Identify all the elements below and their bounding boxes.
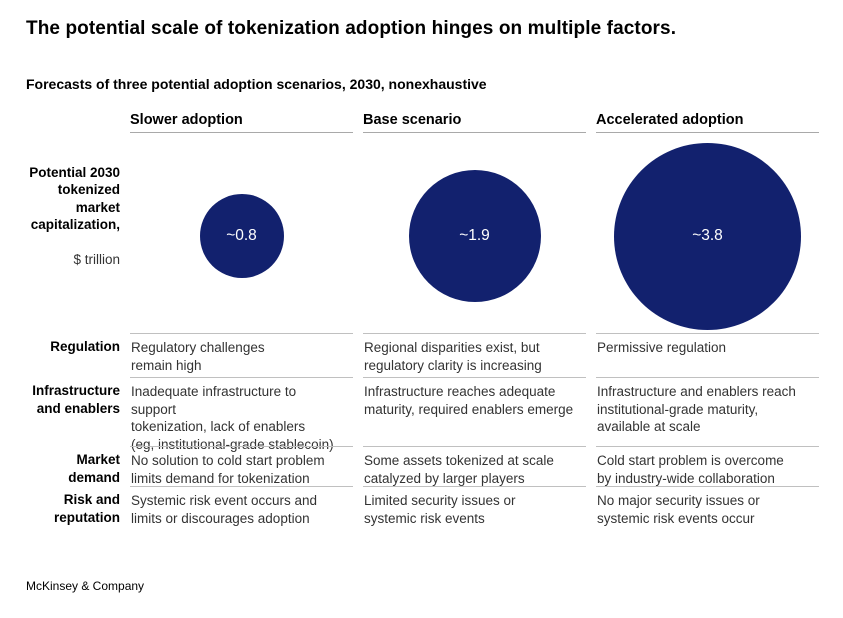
cell-infrastructure-accelerated: Infrastructure and enablers reach instit… xyxy=(596,377,819,446)
column-header-slower-adoption: Slower adoption xyxy=(130,112,353,133)
bubble-row-label: Potential 2030 tokenized market capitali… xyxy=(26,133,120,333)
bubble-base-scenario: ~1.9 xyxy=(408,170,541,302)
row-label-risk-reputation: Risk and reputation xyxy=(54,492,120,525)
cell-market-demand-accelerated: Cold start problem is overcome by indust… xyxy=(596,446,819,486)
cell-infrastructure-base: Infrastructure reaches adequate maturity… xyxy=(363,377,586,446)
bubble-cell-base: ~1.9 xyxy=(363,133,586,333)
cell-regulation-base: Regional disparities exist, but regulato… xyxy=(363,333,586,377)
bubble-accelerated-adoption: ~3.8 xyxy=(614,142,801,330)
cell-market-demand-slower: No solution to cold start problem limits… xyxy=(130,446,353,486)
cell-risk-accelerated: No major security issues or systemic ris… xyxy=(596,486,819,532)
chart-subtitle: Forecasts of three potential adoption sc… xyxy=(26,76,487,92)
bubble-value-base: ~1.9 xyxy=(459,227,490,244)
cell-risk-slower: Systemic risk event occurs and limits or… xyxy=(130,486,353,532)
bubble-cell-slower: ~0.8 xyxy=(130,133,353,333)
bubble-slower-adoption: ~0.8 xyxy=(199,194,284,278)
cell-regulation-slower: Regulatory challenges remain high xyxy=(130,333,353,377)
bubble-cell-accelerated: ~3.8 xyxy=(596,133,819,333)
header-spacer xyxy=(26,111,120,133)
page-title: The potential scale of tokenization adop… xyxy=(26,18,677,39)
row-label-market-demand: Market demand xyxy=(68,452,120,485)
row-label-regulation: Regulation xyxy=(50,339,120,354)
cell-market-demand-base: Some assets tokenized at scale catalyzed… xyxy=(363,446,586,486)
bubble-row-label-metric: Potential 2030 tokenized market capitali… xyxy=(29,164,120,233)
mckinsey-logo-text: McKinsey & Company xyxy=(26,579,145,593)
bubble-row-label-unit: $ trillion xyxy=(73,252,120,267)
scenario-grid: Slower adoption Base scenario Accelerate… xyxy=(26,111,820,532)
bubble-value-accelerated: ~3.8 xyxy=(692,227,723,244)
column-header-accelerated-adoption: Accelerated adoption xyxy=(596,112,819,133)
cell-regulation-accelerated: Permissive regulation xyxy=(596,333,819,377)
cell-infrastructure-slower: Inadequate infrastructure to support tok… xyxy=(130,377,353,452)
bubble-value-slower: ~0.8 xyxy=(226,227,257,244)
row-label-infrastructure: Infrastructure and enablers xyxy=(32,383,120,416)
column-header-base-scenario: Base scenario xyxy=(363,112,586,133)
cell-risk-base: Limited security issues or systemic risk… xyxy=(363,486,586,532)
